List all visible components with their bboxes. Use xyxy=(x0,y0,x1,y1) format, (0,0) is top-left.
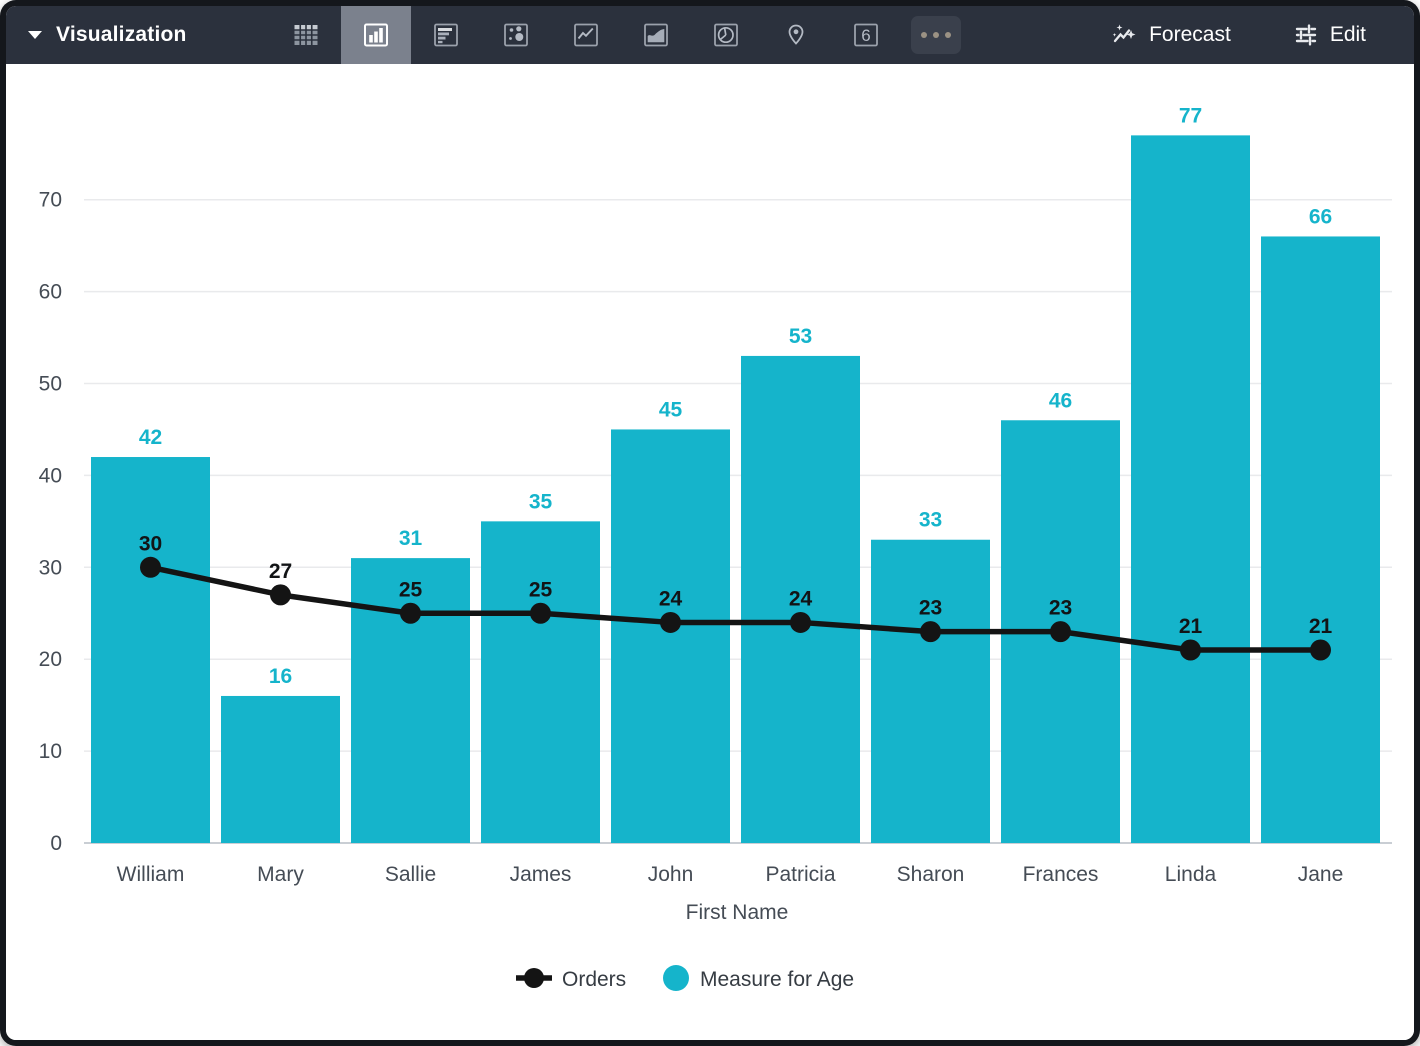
chart-type-table-button[interactable] xyxy=(271,6,341,64)
legend-orders-dot-icon xyxy=(524,968,544,988)
chart-type-more-button[interactable] xyxy=(901,6,971,64)
line-value-label: 21 xyxy=(1309,615,1333,638)
bar[interactable] xyxy=(611,429,730,843)
line-value-label: 24 xyxy=(789,587,813,610)
chart-type-map-button[interactable] xyxy=(761,6,831,64)
edit-label: Edit xyxy=(1329,23,1366,46)
y-tick-label: 20 xyxy=(39,648,62,671)
line-point[interactable] xyxy=(140,556,161,578)
collapse-caret-icon[interactable] xyxy=(28,31,42,39)
x-category-label: Patricia xyxy=(765,863,835,886)
line-chart-icon xyxy=(573,23,598,47)
x-category-label: James xyxy=(510,863,572,886)
map-pin-icon xyxy=(788,24,803,45)
line-value-label: 21 xyxy=(1179,615,1203,638)
y-tick-label: 0 xyxy=(50,832,62,855)
panel-title: Visualization xyxy=(56,23,187,46)
bar[interactable] xyxy=(1261,236,1380,843)
bar-value-label: 53 xyxy=(789,325,812,348)
more-options-icon xyxy=(910,16,961,54)
x-category-label: Linda xyxy=(1165,863,1217,886)
line-value-label: 23 xyxy=(919,597,942,620)
visualization-panel: Visualization xyxy=(6,6,1414,1040)
y-tick-label: 60 xyxy=(39,281,62,304)
bar-value-label: 33 xyxy=(919,509,942,532)
single-value-glyph: 6 xyxy=(861,26,870,45)
y-tick-label: 50 xyxy=(39,373,62,396)
bar[interactable] xyxy=(741,355,860,843)
combo-chart: 0 10 20 30 40 50 60 70 42 16 31 35 45 53 33 46 77 66 30 27 2… xyxy=(39,104,1392,991)
row-chart-icon xyxy=(433,23,458,47)
bar[interactable] xyxy=(481,521,600,843)
scatter-chart-icon xyxy=(503,23,528,47)
bar-value-label: 31 xyxy=(399,527,423,550)
line-value-label: 24 xyxy=(659,587,683,610)
x-category-label: Mary xyxy=(257,863,304,886)
chart-type-single-value-button[interactable]: 6 xyxy=(831,6,901,64)
bar[interactable] xyxy=(1131,135,1250,843)
chart-type-picker: 6 xyxy=(271,6,971,64)
bar-value-label: 16 xyxy=(269,665,292,688)
line-point[interactable] xyxy=(660,611,681,633)
y-tick-label: 30 xyxy=(39,556,62,579)
legend-measure-dot-icon xyxy=(663,965,689,991)
single-value-icon: 6 xyxy=(853,23,878,47)
line-point[interactable] xyxy=(270,584,291,606)
chart-area: 0 10 20 30 40 50 60 70 42 16 31 35 45 53 33 46 77 66 30 27 2… xyxy=(6,64,1414,1040)
legend-measure-label[interactable]: Measure for Age xyxy=(700,968,854,991)
bar[interactable] xyxy=(221,695,340,843)
pie-chart-icon xyxy=(713,23,738,47)
visualization-toolbar: Visualization xyxy=(6,6,1414,64)
y-tick-label: 10 xyxy=(39,740,62,763)
line-value-label: 23 xyxy=(1049,597,1072,620)
bar[interactable] xyxy=(871,539,990,843)
bar-value-label: 66 xyxy=(1309,205,1332,228)
line-point[interactable] xyxy=(1310,639,1331,661)
orders-line xyxy=(149,564,1321,653)
area-chart-icon xyxy=(643,23,668,47)
chart-type-bar-button[interactable] xyxy=(340,6,411,64)
x-axis-title: First Name xyxy=(686,901,789,924)
edit-button[interactable]: Edit xyxy=(1293,22,1366,48)
bar-value-label: 46 xyxy=(1049,389,1072,412)
forecast-sparkle-icon xyxy=(1112,24,1136,43)
bar-value-label: 45 xyxy=(659,398,683,421)
chart-type-area-button[interactable] xyxy=(621,6,691,64)
table-chart-icon xyxy=(294,25,318,45)
line-point[interactable] xyxy=(1180,639,1201,661)
chart-type-scatter-button[interactable] xyxy=(481,6,551,64)
bar[interactable] xyxy=(91,457,210,843)
line-point[interactable] xyxy=(530,602,551,624)
bar-chart-icon xyxy=(363,23,388,47)
forecast-label: Forecast xyxy=(1149,23,1231,46)
line-point[interactable] xyxy=(400,602,421,624)
x-category-label: William xyxy=(117,863,185,886)
line-value-label: 25 xyxy=(529,578,553,601)
line-value-label: 27 xyxy=(269,560,292,583)
y-tick-label: 70 xyxy=(39,189,62,212)
legend-orders-label[interactable]: Orders xyxy=(562,968,626,991)
bar-value-label: 42 xyxy=(139,426,162,449)
chart-type-row-button[interactable] xyxy=(411,6,481,64)
x-category-label: Sallie xyxy=(385,863,436,886)
x-category-label: John xyxy=(648,863,694,886)
line-point[interactable] xyxy=(920,621,941,643)
bar-value-label: 77 xyxy=(1179,104,1202,127)
x-category-label: Jane xyxy=(1298,863,1344,886)
chart-type-line-button[interactable] xyxy=(551,6,621,64)
y-tick-label: 40 xyxy=(39,464,62,487)
forecast-button[interactable]: Forecast xyxy=(1110,21,1231,49)
line-value-label: 30 xyxy=(139,532,162,555)
x-category-label: Frances xyxy=(1023,863,1099,886)
chart-type-pie-button[interactable] xyxy=(691,6,761,64)
line-value-label: 25 xyxy=(399,578,423,601)
x-category-label: Sharon xyxy=(897,863,965,886)
line-point[interactable] xyxy=(790,611,811,633)
tune-edit-icon xyxy=(1295,24,1317,46)
toolbar-actions: Forecast Edit xyxy=(1110,21,1414,49)
bar-value-label: 35 xyxy=(529,490,553,513)
line-point[interactable] xyxy=(1050,621,1071,643)
